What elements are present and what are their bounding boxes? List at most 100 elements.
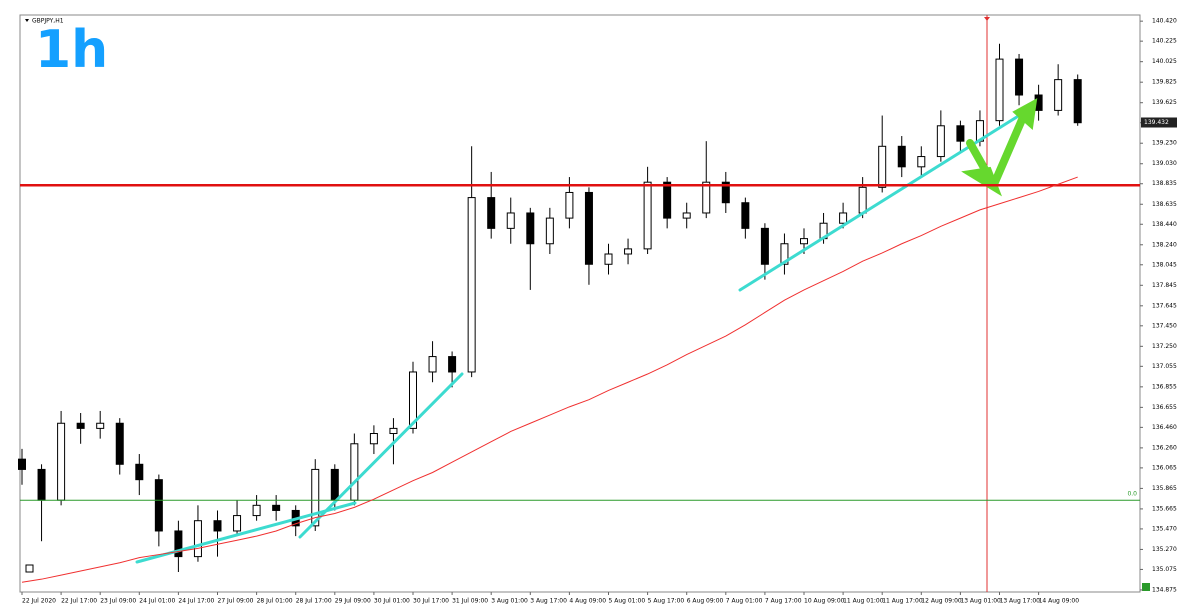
trend-line	[738, 113, 1022, 292]
arrow-head	[961, 166, 1002, 197]
x-tick-label: 30 Jul 17:00	[413, 598, 449, 605]
x-tick-label: 27 Jul 09:00	[218, 598, 254, 605]
y-tick-label: 135.270	[1152, 546, 1177, 553]
arrow-stroke	[991, 111, 1028, 186]
candle-body	[839, 212, 848, 224]
corner-box	[25, 564, 34, 573]
candle-body	[858, 186, 867, 214]
candle-body	[565, 191, 574, 219]
candle-body	[1015, 58, 1024, 96]
candle-body	[174, 530, 183, 558]
candle-body	[643, 181, 652, 250]
y-tick-label: 135.665	[1152, 505, 1177, 512]
candle-body	[57, 422, 66, 501]
trend-line	[298, 372, 464, 539]
candle-body	[115, 422, 124, 465]
y-tick-label: 137.450	[1152, 322, 1177, 329]
x-tick-label: 29 Jul 09:00	[335, 598, 371, 605]
candle-body	[76, 422, 85, 429]
y-tick-label: 136.460	[1152, 424, 1177, 431]
candle-body	[96, 422, 105, 429]
y-tick-label: 134.875	[1152, 586, 1177, 593]
candle-body	[897, 145, 906, 168]
plot-frame	[19, 14, 1141, 593]
y-tick-label: 138.835	[1152, 180, 1177, 187]
candle-body	[604, 253, 613, 265]
title-icon	[25, 19, 29, 22]
x-tick-label: 13 Aug 17:00	[1000, 598, 1041, 605]
x-tick-label: 31 Jul 09:00	[452, 598, 488, 605]
candle-body	[624, 248, 633, 255]
x-tick-label: 30 Jul 01:00	[374, 598, 410, 605]
candle-body	[995, 58, 1004, 122]
v-arrow	[961, 98, 1038, 197]
x-tick-label: 23 Jul 09:00	[100, 598, 136, 605]
candle-body	[800, 238, 808, 245]
trend-lines	[135, 113, 1022, 564]
last-price-label: 139.432	[1144, 119, 1169, 126]
candle-body	[721, 181, 730, 204]
candle-body	[741, 202, 750, 229]
x-tick-label: 14 Aug 09:00	[1039, 598, 1080, 605]
x-tick-label: 24 Jul 17:00	[178, 598, 214, 605]
y-tick-label: 140.025	[1152, 58, 1177, 65]
y-tick-label: 137.055	[1152, 363, 1177, 370]
candle-body	[448, 356, 457, 373]
candle-body	[330, 468, 339, 501]
level-label: 0.0	[1127, 491, 1137, 498]
candle-body	[18, 458, 26, 470]
y-tick-label: 137.645	[1152, 302, 1177, 309]
x-tick-label: 22 Jul 2020	[22, 598, 56, 605]
candle-body	[702, 181, 711, 214]
candle-body	[428, 356, 437, 373]
y-tick-label: 135.865	[1152, 485, 1177, 492]
y-tick-label: 137.845	[1152, 282, 1177, 289]
candle-body	[252, 504, 261, 517]
candle-body	[917, 156, 926, 168]
corner-box	[1142, 583, 1150, 591]
x-tick-label: 28 Jul 17:00	[296, 598, 332, 605]
x-tick-label: 7 Aug 01:00	[726, 598, 763, 605]
candle-body	[409, 371, 417, 429]
x-tick-label: 3 Aug 01:00	[491, 598, 528, 605]
candle-body	[487, 197, 496, 229]
x-tick-label: 6 Aug 09:00	[687, 598, 724, 605]
candle-body	[467, 197, 476, 373]
candle-body	[350, 443, 359, 501]
x-tick-label: 11 Aug 17:00	[882, 598, 923, 605]
y-tick-label: 136.855	[1152, 383, 1177, 390]
candle-body	[878, 145, 887, 188]
candle-body	[193, 520, 202, 558]
candle-body	[37, 468, 46, 501]
x-tick-label: 10 Aug 09:00	[804, 598, 845, 605]
y-tick-label: 137.250	[1152, 343, 1177, 350]
x-tick-label: 22 Jul 17:00	[61, 598, 97, 605]
candle-body	[1054, 79, 1063, 111]
candle-body	[780, 243, 789, 265]
candle-body	[545, 217, 554, 245]
y-tick-label: 136.655	[1152, 404, 1177, 411]
x-tick-label: 12 Aug 09:00	[921, 598, 962, 605]
x-tick-label: 5 Aug 17:00	[648, 598, 685, 605]
x-tick-label: 7 Aug 17:00	[765, 598, 802, 605]
candle-body	[936, 125, 945, 158]
x-tick-label: 13 Aug 01:00	[960, 598, 1001, 605]
x-tick-label: 11 Aug 01:00	[843, 598, 884, 605]
candle-body	[663, 181, 672, 219]
x-tick-label: 24 Jul 01:00	[139, 598, 175, 605]
y-tick-label: 135.075	[1152, 566, 1177, 573]
marker-head	[984, 17, 990, 21]
candle-body	[760, 227, 769, 265]
moving-average	[21, 176, 1078, 583]
candle-body	[584, 191, 593, 265]
y-tick-label: 138.045	[1152, 261, 1177, 268]
arrow-head	[1012, 98, 1038, 130]
last-price-box	[1141, 117, 1177, 128]
candle-body	[213, 520, 222, 532]
x-tick-label: 28 Jul 01:00	[257, 598, 293, 605]
candle-body	[506, 212, 515, 229]
y-tick-label: 140.420	[1152, 18, 1177, 25]
y-tick-label: 138.240	[1152, 241, 1177, 248]
candle-body	[272, 504, 281, 511]
